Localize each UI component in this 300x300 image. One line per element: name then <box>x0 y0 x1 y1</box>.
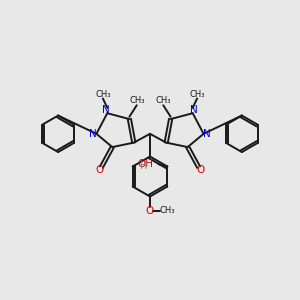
Text: N: N <box>89 129 97 139</box>
Text: O: O <box>95 165 103 175</box>
Text: CH₃: CH₃ <box>129 96 145 105</box>
Text: O: O <box>146 206 154 216</box>
Text: N: N <box>190 105 198 115</box>
Text: CH₃: CH₃ <box>155 96 171 105</box>
Text: H: H <box>140 160 147 171</box>
Text: OH: OH <box>137 159 154 169</box>
Text: CH₃: CH₃ <box>95 90 111 99</box>
Text: N: N <box>203 129 211 139</box>
Text: CH₃: CH₃ <box>160 206 176 215</box>
Text: O: O <box>197 165 205 175</box>
Text: N: N <box>102 105 110 115</box>
Text: CH₃: CH₃ <box>189 90 205 99</box>
